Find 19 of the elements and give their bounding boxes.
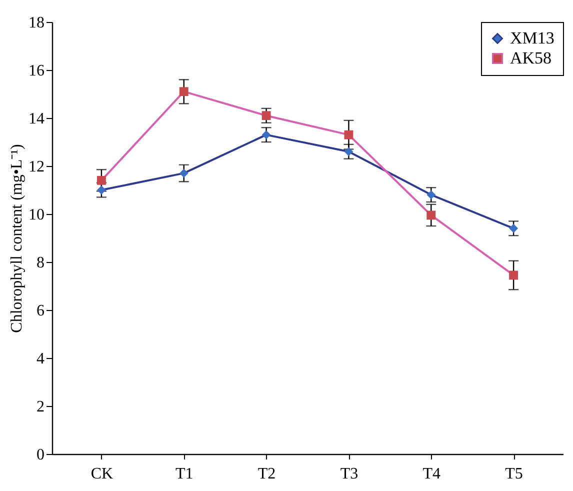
y-tick-label: 2 — [36, 398, 44, 416]
y-tick-label: 6 — [36, 302, 44, 320]
y-tick-label: 8 — [36, 254, 44, 272]
y-tick-label: 14 — [28, 110, 44, 128]
y-tick-label: 4 — [36, 350, 44, 368]
x-tick-label: T5 — [505, 466, 523, 482]
y-tick-label: 12 — [28, 158, 44, 176]
x-tick-label: T2 — [258, 466, 276, 482]
y-axis-title: Chlorophyll content (mg•L⁻¹) — [8, 144, 26, 333]
y-tick-label: 18 — [28, 14, 44, 32]
legend-label: XM13 — [510, 28, 554, 48]
x-tick-label: T4 — [422, 466, 441, 482]
legend-label: AK58 — [510, 48, 552, 68]
y-tick-label: 0 — [36, 446, 44, 464]
y-tick-label: 16 — [28, 62, 44, 80]
x-tick-label: T3 — [340, 466, 358, 482]
x-tick-label: CK — [90, 466, 114, 482]
y-tick-label: 10 — [28, 206, 44, 224]
x-tick-label: T1 — [175, 466, 194, 482]
